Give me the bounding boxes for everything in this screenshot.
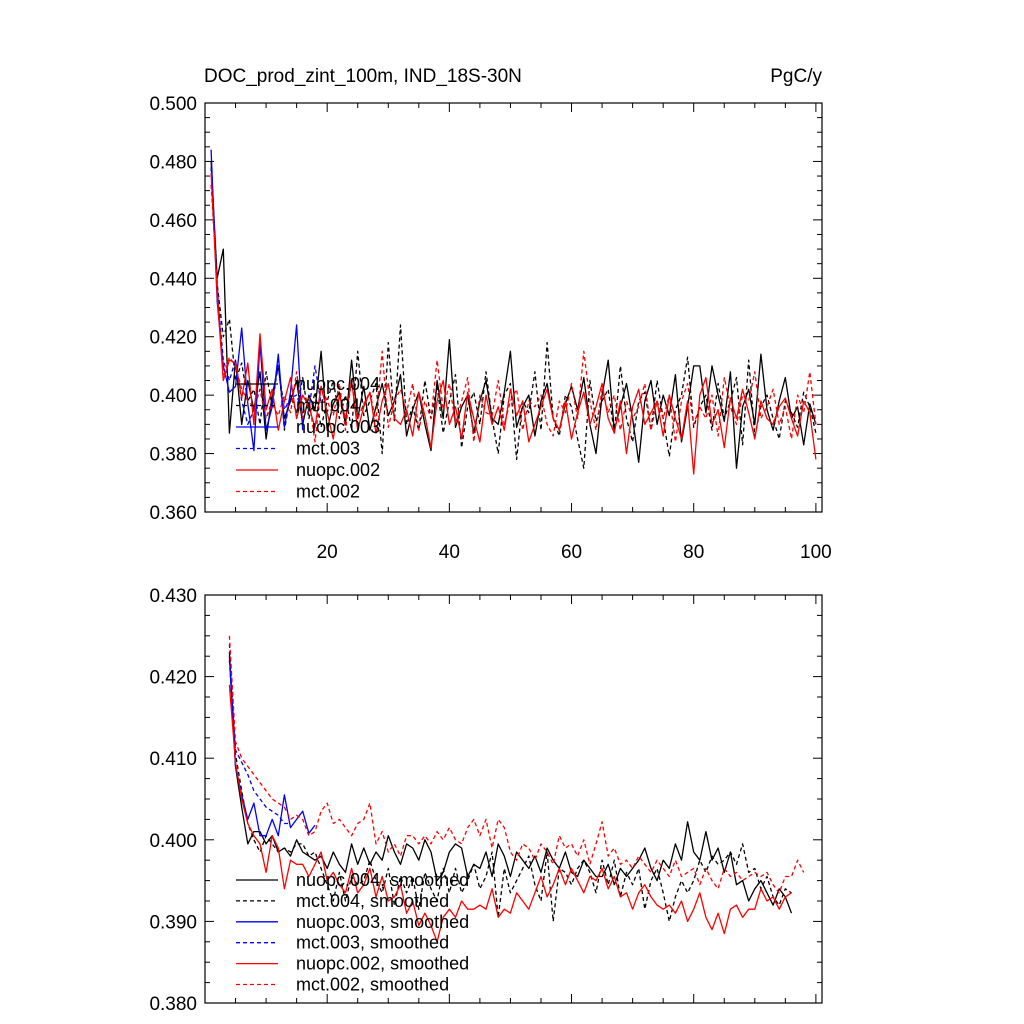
legend-label-mct-002: mct.002	[296, 482, 360, 502]
units-label: PgC/y	[770, 66, 822, 87]
chart-title: DOC_prod_zint_100m, IND_18S-30N	[204, 66, 522, 87]
series-line-mct-004-smoothed	[228, 660, 792, 923]
y-tick-label: 0.400	[149, 831, 197, 852]
y-tick-label: 0.460	[149, 211, 197, 232]
legend-label-nuopc-003: nuopc.003	[296, 417, 380, 437]
series-line-nuopc-003-smoothed	[228, 656, 316, 837]
legend-label-mct-003-smoothed: mct.003, smoothed	[296, 933, 449, 953]
x-tick-label: 20	[317, 542, 338, 563]
series-line-nuopc-004	[210, 161, 817, 469]
series-line-mct-002	[210, 184, 817, 443]
series-line-mct-003-smoothed	[228, 643, 291, 825]
x-tick-label: 40	[439, 542, 460, 563]
x-tick-label: 100	[800, 542, 832, 563]
y-tick-label: 0.360	[149, 503, 197, 524]
y-tick-label: 0.380	[149, 445, 197, 466]
y-tick-label: 0.400	[149, 386, 197, 407]
y-tick-label: 0.500	[149, 94, 197, 115]
y-tick-label: 0.380	[149, 994, 197, 1015]
series-line-mct-002-smoothed	[228, 635, 805, 894]
legend-label-nuopc-004-smoothed: nuopc.004, smoothed	[296, 870, 469, 890]
y-tick-label: 0.410	[149, 749, 197, 770]
series-line-mct-003	[210, 167, 322, 426]
legend-label-nuopc-002: nuopc.002	[296, 460, 380, 480]
legend-label-nuopc-004: nuopc.004	[296, 374, 380, 394]
x-tick-label: 60	[561, 542, 582, 563]
legend-label-mct-003: mct.003	[296, 439, 360, 459]
legend-label-mct-004: mct.004	[296, 396, 360, 416]
y-tick-label: 0.390	[149, 912, 197, 933]
legend-label-mct-002-smoothed: mct.002, smoothed	[296, 975, 449, 995]
y-tick-label: 0.420	[149, 668, 197, 689]
series-line-nuopc-002-smoothed	[228, 684, 792, 943]
y-tick-label: 0.420	[149, 328, 197, 349]
legend-label-nuopc-003-smoothed: nuopc.003, smoothed	[296, 912, 469, 932]
y-tick-label: 0.430	[149, 586, 197, 607]
top-line-chart: 0.360 0.380 0.400 0.420 0.440 0.460 0.480 0.500…	[149, 94, 831, 563]
bottom-smoothed-line-chart: 0.380 0.390 0.400 0.410 0.420 0.430 nuopc.004,…	[149, 586, 823, 1015]
y-tick-label: 0.480	[149, 152, 197, 173]
y-tick-label: 0.440	[149, 269, 197, 290]
legend-label-nuopc-002-smoothed: nuopc.002, smoothed	[296, 954, 469, 974]
legend-label-mct-004-smoothed: mct.004, smoothed	[296, 891, 449, 911]
x-tick-label: 80	[683, 542, 704, 563]
